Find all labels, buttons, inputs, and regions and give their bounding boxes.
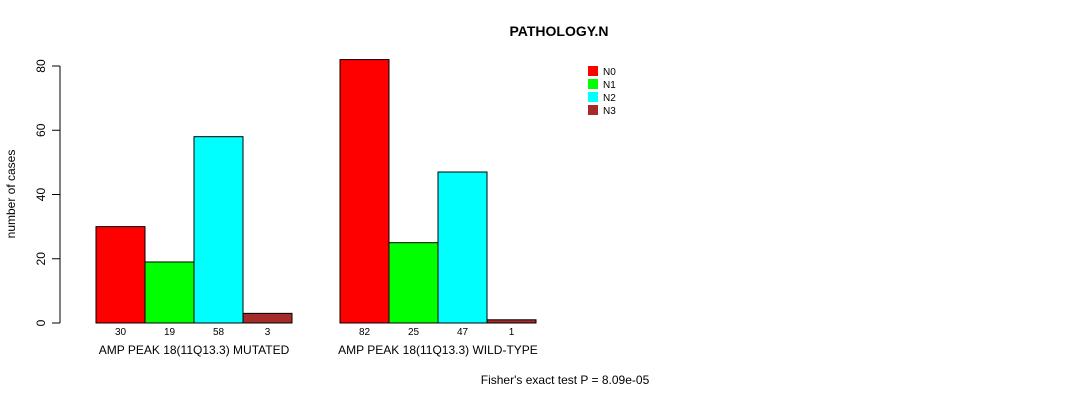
bar-value-label-layer: 30 19 58 3 82 25 47 1 bbox=[115, 327, 515, 338]
y-tick-label-20: 20 bbox=[34, 252, 48, 266]
legend-swatch-n2 bbox=[588, 92, 598, 102]
bar-value-label-n0-group-2: 82 bbox=[359, 327, 371, 338]
legend-label-n2: N2 bbox=[603, 93, 616, 104]
y-tick-label-80: 80 bbox=[34, 59, 48, 73]
y-axis: 0 20 40 60 80 bbox=[34, 59, 61, 326]
bar-value-label-n2-group-2: 47 bbox=[457, 327, 469, 338]
bar-value-label-n0-group-1: 30 bbox=[115, 327, 127, 338]
bar-n2-group-2 bbox=[437, 171, 488, 324]
legend-swatch-n3 bbox=[588, 105, 598, 115]
bar-n3-group-1 bbox=[242, 312, 293, 324]
chart-title: PATHOLOGY.N bbox=[509, 23, 608, 39]
bar-n2-group-1 bbox=[193, 136, 244, 324]
legend-label-n1: N1 bbox=[603, 80, 616, 91]
bar-value-label-n2-group-1: 58 bbox=[213, 327, 225, 338]
bar-n1-group-1 bbox=[144, 261, 195, 324]
y-tick-label-40: 40 bbox=[34, 188, 48, 202]
legend-swatch-n0 bbox=[588, 66, 598, 76]
bar-layer bbox=[95, 59, 537, 324]
legend-label-n3: N3 bbox=[603, 106, 616, 117]
bar-n0-group-2 bbox=[339, 59, 390, 324]
legend-swatch-n1 bbox=[588, 79, 598, 89]
y-axis-label: number of cases bbox=[4, 150, 18, 239]
bar-n1-group-2 bbox=[388, 242, 439, 324]
category-label-2: AMP PEAK 18(11Q13.3) WILD-TYPE bbox=[338, 343, 538, 357]
category-label-1: AMP PEAK 18(11Q13.3) MUTATED bbox=[99, 343, 290, 357]
bar-value-label-n1-group-2: 25 bbox=[408, 327, 420, 338]
bar-value-label-n3-group-1: 3 bbox=[265, 327, 271, 338]
bar-value-label-n1-group-1: 19 bbox=[164, 327, 176, 338]
legend: N0 N1 N2 N3 bbox=[588, 66, 616, 117]
bar-n0-group-1 bbox=[95, 226, 146, 324]
category-label-layer: AMP PEAK 18(11Q13.3) MUTATED AMP PEAK 18(… bbox=[99, 343, 538, 357]
bar-value-label-n3-group-2: 1 bbox=[509, 327, 515, 338]
y-tick-label-0: 0 bbox=[34, 319, 48, 326]
legend-label-n0: N0 bbox=[603, 67, 616, 78]
bar-n3-group-2 bbox=[486, 319, 537, 324]
y-tick-label-60: 60 bbox=[34, 123, 48, 137]
fisher-test-annotation: Fisher's exact test P = 8.09e-05 bbox=[481, 373, 650, 387]
